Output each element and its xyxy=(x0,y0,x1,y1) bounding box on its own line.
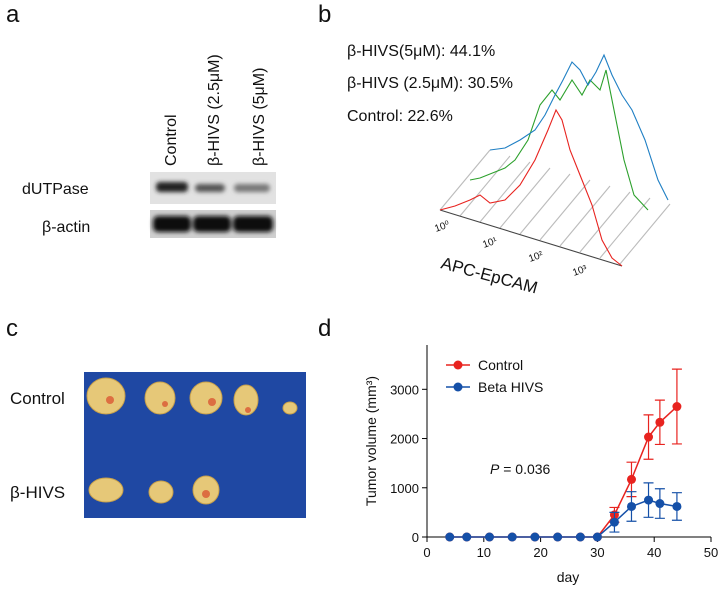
x-tick-label: 30 xyxy=(590,545,604,560)
axis-label: APC-EpCAM xyxy=(439,254,540,298)
data-point xyxy=(484,532,494,542)
legend-text: β-HIVS(5μM): 44.1% xyxy=(347,43,495,60)
data-point xyxy=(644,495,654,505)
lane-label: β-HIVS (5μM) xyxy=(251,68,268,166)
y-tick-label: 3000 xyxy=(390,382,419,397)
legend-marker xyxy=(453,382,463,392)
tick-label: 10³ xyxy=(571,263,589,279)
x-tick-label: 50 xyxy=(704,545,718,560)
tumor-photo xyxy=(84,372,306,518)
legend-text: Control xyxy=(478,357,523,373)
histogram-3d xyxy=(439,53,671,267)
x-tick-label: 0 xyxy=(423,545,430,560)
series-line xyxy=(449,405,678,538)
y-tick-label: 1000 xyxy=(390,481,419,496)
data-point xyxy=(445,532,455,542)
y-tick-label: 2000 xyxy=(390,432,419,447)
data-point xyxy=(575,532,585,542)
y-tick-label: 0 xyxy=(412,530,419,545)
panel-label: a xyxy=(6,1,20,28)
row-label: dUTPase xyxy=(22,181,89,198)
legend-text: Beta HIVS xyxy=(478,379,543,395)
data-point xyxy=(507,532,517,542)
panel-label: c xyxy=(6,315,18,342)
panel-label: b xyxy=(318,1,331,28)
tick-label: 10⁰ xyxy=(433,219,451,235)
data-point xyxy=(530,532,540,542)
data-point xyxy=(592,532,602,542)
data-point xyxy=(626,474,636,484)
data-point xyxy=(672,501,682,511)
legend-text: β-HIVS (2.5μM): 30.5% xyxy=(347,75,513,92)
data-point xyxy=(644,432,654,442)
tick-label: 10² xyxy=(527,249,545,265)
x-tick-label: 20 xyxy=(533,545,547,560)
data-point xyxy=(462,532,472,542)
legend-marker xyxy=(453,360,463,370)
lane-label: β-HIVS (2.5μM) xyxy=(206,54,223,166)
data-point xyxy=(626,501,636,511)
data-point xyxy=(672,402,682,412)
blot xyxy=(150,172,276,238)
panel-label: d xyxy=(318,315,331,342)
series-line xyxy=(449,499,678,538)
data-point xyxy=(655,417,665,427)
row-label: β-actin xyxy=(42,219,90,236)
tick-label: 10¹ xyxy=(481,235,499,251)
data-point xyxy=(609,517,619,527)
row-label: β-HIVS xyxy=(10,483,65,502)
data-point xyxy=(655,499,665,509)
x-tick-label: 10 xyxy=(477,545,491,560)
lane-label: Control xyxy=(163,114,180,166)
row-label: Control xyxy=(10,389,65,408)
x-tick-label: 40 xyxy=(647,545,661,560)
legend-text: Control: 22.6% xyxy=(347,108,453,125)
y-axis-label: Tumor volume (mm³) xyxy=(363,376,379,506)
x-axis-label: day xyxy=(557,569,580,585)
annotation: P = 0.036 xyxy=(490,461,551,477)
data-point xyxy=(553,532,563,542)
